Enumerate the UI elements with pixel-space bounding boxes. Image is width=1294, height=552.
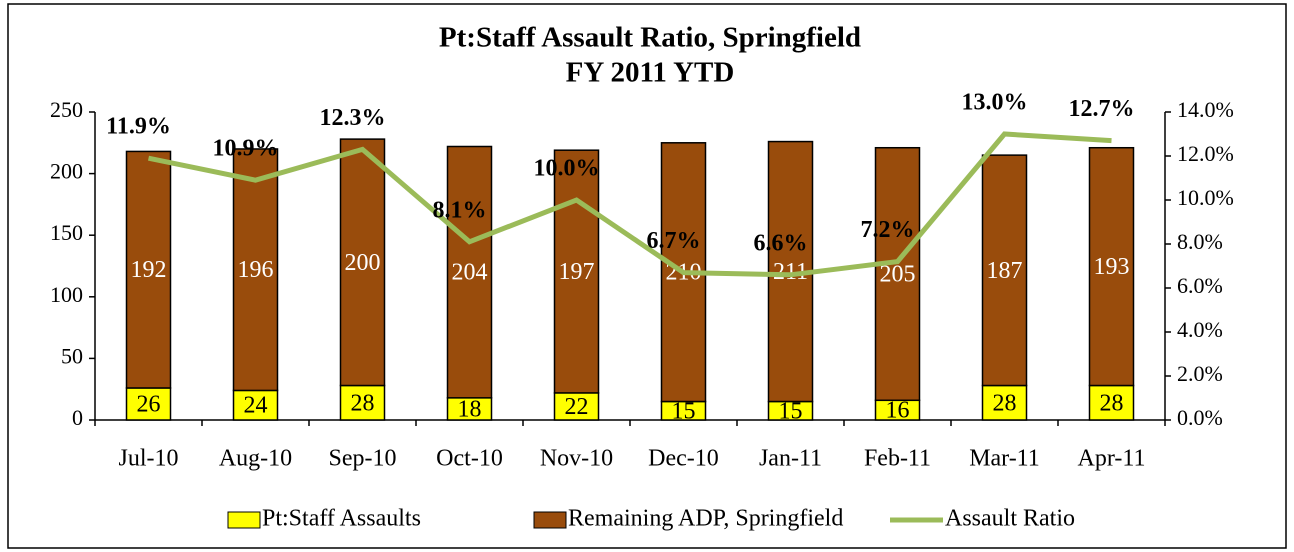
y2-tick-label: 12.0% — [1177, 141, 1234, 166]
legend-swatch — [227, 511, 261, 529]
bar-value-label: 18 — [458, 396, 482, 422]
chart-subtitle: FY 2011 YTD — [566, 57, 735, 89]
legend-swatch — [533, 511, 567, 529]
line-series — [147, 131, 1112, 278]
bar-value-label: 15 — [672, 398, 696, 424]
bar-value-label: 200 — [345, 250, 381, 276]
x-tick-label: Apr-11 — [1078, 446, 1146, 472]
x-tick-label: Nov-10 — [540, 446, 613, 472]
y2-tick-label: 2.0% — [1177, 361, 1223, 386]
line-value-label: 10.0% — [534, 156, 600, 182]
chart-title: Pt:Staff Assault Ratio, Springfield — [439, 22, 861, 54]
bar — [125, 150, 172, 389]
bar-value-label: 204 — [452, 260, 488, 286]
bar — [874, 146, 921, 402]
legend-label: Pt:Staff Assaults — [262, 506, 421, 532]
bar-value-label: 205 — [880, 262, 916, 288]
line-value-label: 10.9% — [213, 136, 279, 162]
y-tick-label: 250 — [50, 97, 83, 122]
y2-tick-label: 6.0% — [1177, 273, 1223, 298]
x-tick-label: Jan-11 — [759, 446, 822, 472]
bar-value-label: 28 — [351, 390, 375, 416]
y-tick-label: 50 — [61, 343, 83, 368]
line-value-label: 8.1% — [433, 197, 487, 223]
line-value-label: 12.7% — [1069, 96, 1135, 122]
bar-value-label: 28 — [993, 390, 1017, 416]
bar-value-label: 187 — [987, 258, 1023, 284]
bar-value-label: 28 — [1100, 390, 1124, 416]
bar — [125, 387, 172, 421]
x-tick-label: Jul-10 — [119, 446, 179, 472]
bar-value-label: 193 — [1094, 254, 1130, 280]
bar — [1088, 146, 1135, 387]
bar-value-label: 196 — [238, 257, 274, 283]
chart-border — [7, 3, 1287, 549]
bar — [553, 392, 600, 421]
bar-value-label: 22 — [565, 394, 589, 420]
x-tick-label: Mar-11 — [969, 446, 1040, 472]
x-tick-label: Aug-10 — [219, 446, 292, 472]
line-value-label: 6.7% — [647, 228, 701, 254]
line-value-label: 12.3% — [320, 105, 386, 131]
y-tick-label: 100 — [50, 282, 83, 307]
y-tick-label: 0 — [72, 405, 83, 430]
line-value-label: 7.2% — [861, 217, 915, 243]
x-tick-label: Feb-11 — [864, 446, 931, 472]
bar-value-label: 26 — [137, 391, 161, 417]
bar — [446, 145, 493, 399]
bar-value-label: 15 — [779, 398, 803, 424]
bar-value-label: 192 — [131, 257, 167, 283]
bar-value-label: 16 — [886, 398, 910, 424]
bar — [1088, 384, 1135, 421]
bar — [232, 148, 279, 392]
legend-label: Remaining ADP, Springfield — [568, 506, 843, 532]
y-tick-label: 150 — [50, 220, 83, 245]
y-tick-label: 200 — [50, 159, 83, 184]
x-tick-label: Sep-10 — [329, 446, 397, 472]
x-tick-label: Dec-10 — [648, 446, 719, 472]
y2-tick-label: 14.0% — [1177, 97, 1234, 122]
y2-tick-label: 10.0% — [1177, 185, 1234, 210]
y2-tick-label: 0.0% — [1177, 405, 1223, 430]
bar-value-label: 24 — [244, 393, 268, 419]
line-value-label: 6.6% — [754, 230, 808, 256]
y2-tick-label: 4.0% — [1177, 317, 1223, 342]
x-tick-label: Oct-10 — [436, 446, 503, 472]
legend-label: Assault Ratio — [945, 506, 1075, 532]
line-value-label: 11.9% — [106, 114, 171, 140]
line-value-label: 13.0% — [962, 90, 1028, 116]
bar — [981, 154, 1028, 387]
y2-tick-label: 8.0% — [1177, 229, 1223, 254]
bar — [339, 138, 386, 387]
bar — [553, 149, 600, 394]
bar-value-label: 197 — [559, 259, 595, 285]
